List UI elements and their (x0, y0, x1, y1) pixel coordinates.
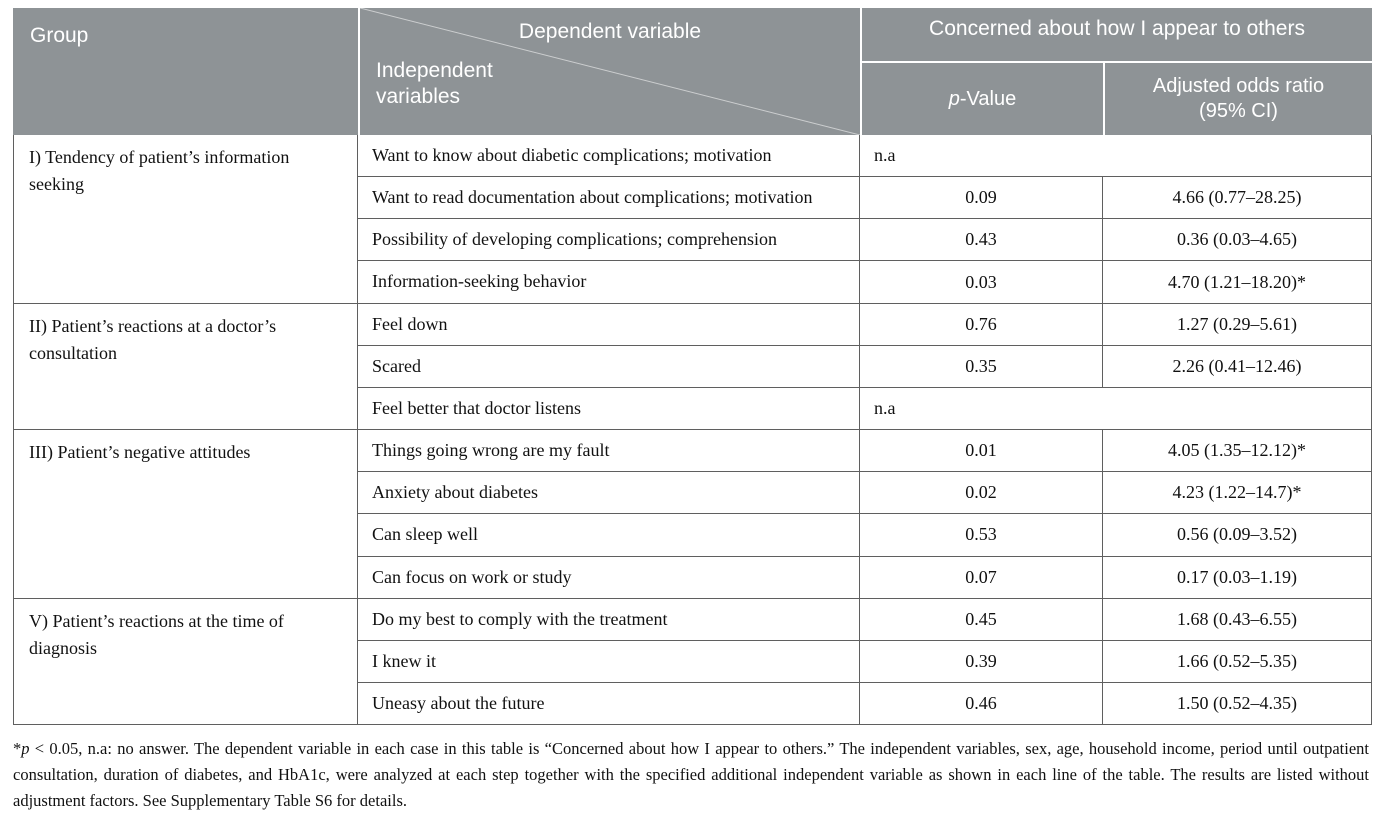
column-header-concerned: Concerned about how I appear to others (860, 8, 1373, 63)
p-value-cell: 0.02 (860, 472, 1103, 515)
table-row: Want to read documentation about complic… (13, 177, 1373, 220)
p-value-cell: 0.35 (860, 345, 1103, 388)
adjusted-odds-ratio-cell: 4.05 (1.35–12.12)* (1103, 430, 1373, 473)
na-value-cell: n.a (860, 135, 1373, 178)
table-row: Anxiety about diabetes 0.02 4.23 (1.22–14.… (13, 472, 1373, 515)
table-row: Feel better that doctor listens n.a (13, 387, 1373, 431)
independent-variable-cell: Feel better that doctor listens (358, 387, 860, 431)
independent-variable-cell: Things going wrong are my fault (358, 430, 860, 473)
independent-variable-cell: Want to know about diabetic complication… (358, 135, 860, 178)
independent-variable-cell: Do my best to comply with the treatment (358, 598, 860, 641)
column-header-dependent-independent: Dependent variable Independent variables (358, 8, 860, 135)
p-value-cell: 0.53 (860, 514, 1103, 557)
p-value-cell: 0.03 (860, 261, 1103, 304)
table-row: Information-seeking behavior 0.03 4.70 (1.… (13, 261, 1373, 304)
footnote-p-italic: p (21, 739, 30, 759)
independent-variable-cell: Feel down (358, 303, 860, 346)
independent-variable-cell: Want to read documentation about complic… (358, 177, 860, 220)
group-label-cell: V) Patient’s reactions at the time of di… (13, 598, 358, 726)
adjusted-odds-ratio-cell: 1.68 (0.43–6.55) (1103, 598, 1373, 641)
table-row: I knew it 0.39 1.66 (0.52–5.35) (13, 640, 1373, 684)
independent-variable-cell: Anxiety about diabetes (358, 472, 860, 515)
adjusted-odds-ratio-cell: 0.36 (0.03–4.65) (1103, 219, 1373, 262)
table-row: III) Patient’s negative attitudes Things … (13, 430, 1373, 599)
footnote-significance-marker: * (13, 739, 22, 759)
group-label-cell: I) Tendency of patient’s information see… (13, 135, 358, 304)
results-table: Group Dependent variable Independent var… (13, 8, 1373, 726)
table-row: Uneasy about the future 0.46 1.50 (0.52–4.… (13, 683, 1373, 726)
independent-variable-cell: Uneasy about the future (358, 683, 860, 726)
adjusted-odds-ratio-cell: 4.23 (1.22–14.7)* (1103, 472, 1373, 515)
column-header-adjusted-odds-ratio: Adjusted odds ratio (95% CI) (1103, 63, 1373, 135)
adjusted-odds-ratio-cell: 0.56 (0.09–3.52) (1103, 514, 1373, 557)
p-value-cell: 0.43 (860, 219, 1103, 262)
adjusted-odds-ratio-label: Adjusted odds ratio (95% CI) (1152, 75, 1325, 122)
column-header-p-value: p-Value (860, 63, 1103, 135)
group-label-cell: II) Patient’s reactions at a doctor’s co… (13, 303, 358, 431)
diagonal-divider-line (360, 8, 860, 135)
table-row: Possibility of developing complications;… (13, 219, 1373, 262)
p-value-cell: 0.07 (860, 556, 1103, 599)
table-footnote: *p < 0.05, n.a: no answer. The dependent… (13, 736, 1369, 814)
independent-variable-cell: I knew it (358, 640, 860, 684)
p-value-suffix: -Value (959, 87, 1017, 110)
adjusted-odds-ratio-cell: 0.17 (0.03–1.19) (1103, 556, 1373, 599)
table-row: Can sleep well 0.53 0.56 (0.09–3.52) (13, 514, 1373, 557)
column-header-group: Group (13, 8, 358, 135)
table-row: Scared 0.35 2.26 (0.41–12.46) (13, 345, 1373, 388)
p-value-cell: 0.45 (860, 598, 1103, 641)
independent-variable-cell: Possibility of developing complications;… (358, 219, 860, 262)
p-value-cell: 0.39 (860, 640, 1103, 684)
independent-variables-label: Independent variables (376, 59, 493, 109)
table-row: Can focus on work or study 0.07 0.17 (0.03… (13, 556, 1373, 599)
p-value-cell: 0.01 (860, 430, 1103, 473)
adjusted-odds-ratio-cell: 4.66 (0.77–28.25) (1103, 177, 1373, 220)
independent-variable-cell: Can sleep well (358, 514, 860, 557)
independent-variable-cell: Can focus on work or study (358, 556, 860, 599)
p-italic: p (948, 87, 960, 110)
table-row: I) Tendency of patient’s information see… (13, 135, 1373, 304)
na-value-cell: n.a (860, 387, 1373, 431)
adjusted-odds-ratio-cell: 1.66 (0.52–5.35) (1103, 640, 1373, 684)
adjusted-odds-ratio-cell: 4.70 (1.21–18.20)* (1103, 261, 1373, 304)
adjusted-odds-ratio-cell: 1.50 (0.52–4.35) (1103, 683, 1373, 726)
independent-variable-cell: Scared (358, 345, 860, 388)
independent-variable-cell: Information-seeking behavior (358, 261, 860, 304)
p-value-cell: 0.09 (860, 177, 1103, 220)
table-row: V) Patient’s reactions at the time of di… (13, 598, 1373, 726)
table-body: I) Tendency of patient’s information see… (13, 135, 1373, 726)
dependent-variable-label: Dependent variable (518, 20, 702, 43)
table-header: Group Dependent variable Independent var… (13, 8, 1373, 135)
adjusted-odds-ratio-cell: 2.26 (0.41–12.46) (1103, 345, 1373, 388)
footnote-text: < 0.05, n.a: no answer. The dependent va… (13, 739, 1369, 811)
p-value-cell: 0.46 (860, 683, 1103, 726)
adjusted-odds-ratio-cell: 1.27 (0.29–5.61) (1103, 303, 1373, 346)
p-value-cell: 0.76 (860, 303, 1103, 346)
group-label-cell: III) Patient’s negative attitudes (13, 430, 358, 599)
table-row: II) Patient’s reactions at a doctor’s co… (13, 303, 1373, 431)
